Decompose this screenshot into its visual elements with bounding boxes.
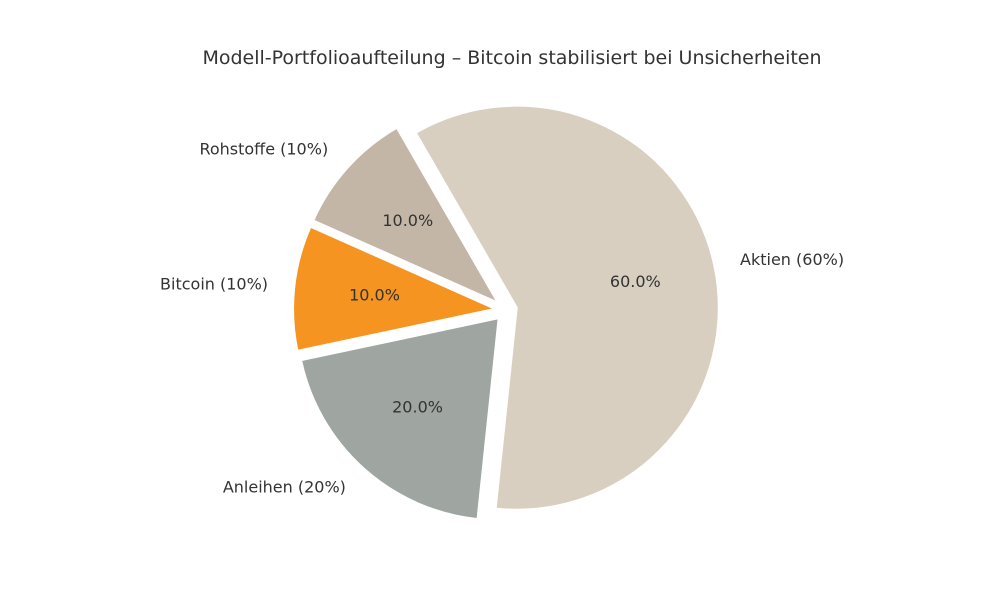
- pct-label-bitcoin: 10.0%: [349, 286, 400, 305]
- chart-title: Modell-Portfolioaufteilung – Bitcoin sta…: [202, 47, 821, 69]
- labels-layer: 60.0% Aktien (60%) 20.0% Anleihen (20%) 10.0…: [160, 139, 844, 496]
- pct-label-aktien: 60.0%: [610, 272, 661, 291]
- slice-label-aktien: Aktien (60%): [740, 250, 844, 269]
- slice-label-anleihen: Anleihen (20%): [223, 477, 346, 496]
- pie-slice-bitcoin: [292, 225, 499, 353]
- pie-slice-aktien: [414, 104, 720, 511]
- slice-label-bitcoin: Bitcoin (10%): [160, 274, 268, 293]
- slice-label-rohstoffe: Rohstoffe (10%): [199, 139, 328, 158]
- slices-layer: [292, 104, 720, 521]
- pie-slice-anleihen: [299, 316, 500, 521]
- pct-label-rohstoffe: 10.0%: [382, 211, 433, 230]
- pct-label-anleihen: 20.0%: [392, 398, 443, 417]
- pie-slice-rohstoffe: [311, 126, 501, 305]
